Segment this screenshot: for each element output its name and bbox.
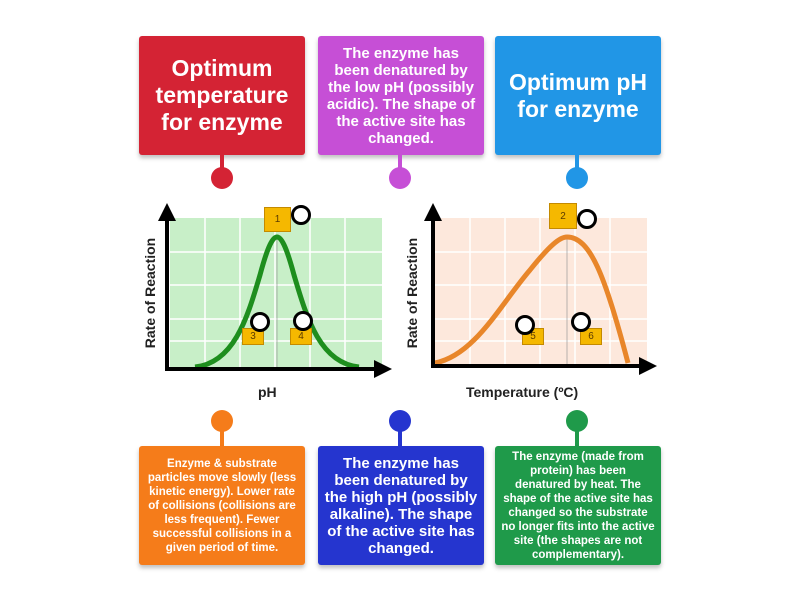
pin-dot[interactable]: [566, 410, 588, 432]
temperature-graph: [424, 203, 657, 375]
x-arrow: [639, 357, 657, 375]
card-text: Optimum temperature for enzyme: [155, 55, 289, 135]
label-card-optimum-temperature[interactable]: Optimum temperature for enzyme: [139, 36, 305, 155]
temperature-graph-x-label: Temperature (ºC): [466, 384, 579, 400]
y-arrow: [424, 203, 442, 221]
marker-2: 2: [549, 203, 577, 229]
pin-stem: [220, 155, 224, 173]
pin-stem: [398, 428, 402, 446]
label-card-low-ph-denatured[interactable]: The enzyme has been denatured by the low…: [318, 36, 484, 155]
drop-target-6[interactable]: [571, 312, 591, 332]
card-text: Enzyme & substrate particles move slowly…: [147, 457, 297, 554]
pin-dot[interactable]: [211, 410, 233, 432]
label-card-low-temperature[interactable]: Enzyme & substrate particles move slowly…: [139, 446, 305, 565]
ph-graph-x-label: pH: [258, 384, 277, 400]
pin-dot[interactable]: [389, 410, 411, 432]
drop-target-4[interactable]: [293, 311, 313, 331]
ph-graph-y-label: Rate of Reaction: [142, 237, 158, 349]
pin-dot[interactable]: [211, 167, 233, 189]
pin-stem: [398, 155, 402, 173]
pin-dot[interactable]: [389, 167, 411, 189]
pin-dot[interactable]: [566, 167, 588, 189]
drop-target-2[interactable]: [577, 209, 597, 229]
pin-stem: [575, 428, 579, 446]
pin-stem: [220, 428, 224, 446]
y-arrow: [158, 203, 176, 221]
ph-graph: [158, 203, 392, 378]
drop-target-3[interactable]: [250, 312, 270, 332]
drop-target-1[interactable]: [291, 205, 311, 225]
label-card-optimum-ph[interactable]: Optimum pH for enzyme: [495, 36, 661, 155]
card-text: Optimum pH for enzyme: [509, 68, 647, 122]
temperature-curve: [434, 234, 631, 366]
temperature-graph-y-label: Rate of Reaction: [404, 237, 420, 349]
card-text: The enzyme has been denatured by the hig…: [324, 454, 478, 557]
x-arrow: [374, 360, 392, 378]
pin-stem: [575, 155, 579, 173]
drop-target-5[interactable]: [515, 315, 535, 335]
marker-1: 1: [264, 207, 291, 232]
marker-6: 6: [580, 328, 602, 345]
label-card-heat-denatured[interactable]: The enzyme (made from protein) has been …: [495, 446, 661, 565]
graph-background: [170, 218, 382, 368]
label-card-high-ph-denatured[interactable]: The enzyme has been denatured by the hig…: [318, 446, 484, 565]
card-text: The enzyme (made from protein) has been …: [501, 450, 655, 561]
card-text: The enzyme has been denatured by the low…: [326, 44, 476, 147]
